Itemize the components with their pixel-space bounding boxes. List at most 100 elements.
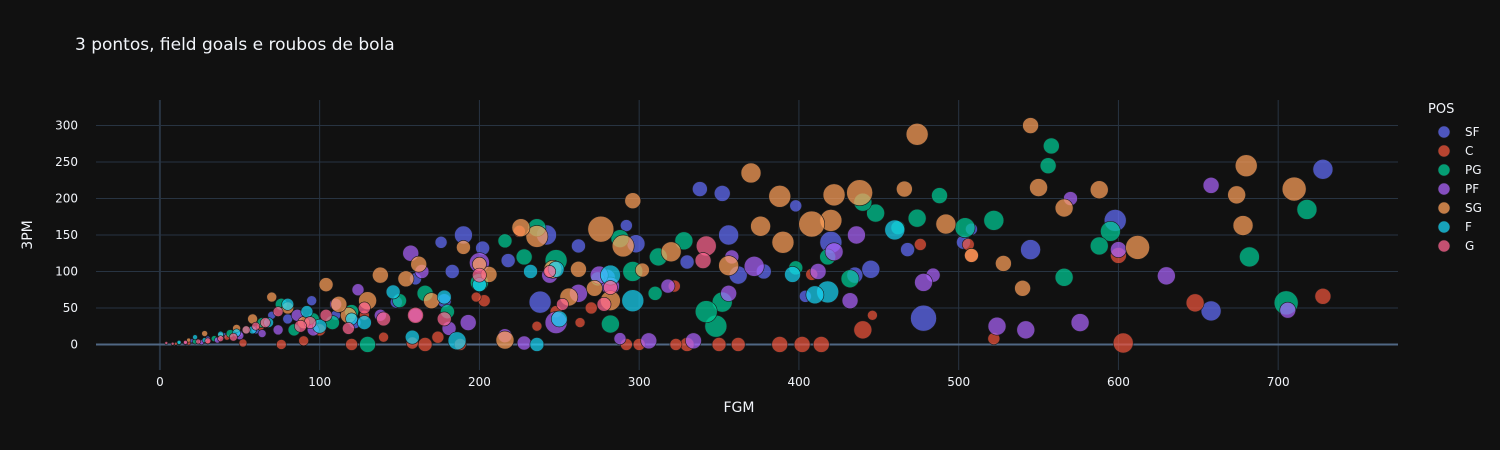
data-point[interactable] [694, 300, 718, 323]
data-point[interactable] [694, 252, 712, 269]
data-point[interactable] [685, 332, 702, 350]
data-point[interactable] [1296, 199, 1318, 220]
legend-item-sg[interactable]: SG [1437, 201, 1482, 215]
data-point[interactable] [164, 341, 169, 345]
data-point[interactable] [730, 337, 746, 352]
data-point[interactable] [511, 218, 531, 238]
data-point[interactable] [372, 266, 389, 284]
data-point[interactable] [905, 122, 929, 146]
data-point[interactable] [436, 289, 452, 305]
data-point[interactable] [853, 320, 873, 340]
data-point[interactable] [809, 263, 827, 280]
data-point[interactable] [1202, 177, 1220, 194]
data-point[interactable] [543, 265, 557, 278]
data-point[interactable] [281, 298, 295, 311]
data-point[interactable] [822, 183, 846, 207]
data-point[interactable] [472, 267, 487, 283]
data-point[interactable] [444, 264, 460, 279]
data-point[interactable] [620, 219, 633, 232]
data-point[interactable] [470, 291, 482, 303]
data-point[interactable] [515, 248, 533, 266]
data-point[interactable] [1043, 137, 1060, 155]
data-point[interactable] [300, 305, 314, 318]
data-point[interactable] [357, 315, 372, 330]
data-point[interactable] [342, 322, 355, 335]
data-point[interactable] [266, 291, 278, 303]
data-point[interactable] [170, 341, 175, 346]
data-point[interactable] [931, 187, 948, 204]
legend-item-g[interactable]: G [1437, 239, 1474, 253]
data-point[interactable] [1232, 215, 1254, 236]
data-point[interactable] [358, 301, 371, 315]
plot-area[interactable] [164, 117, 1334, 354]
data-point[interactable] [1281, 176, 1307, 202]
data-point[interactable] [711, 337, 727, 352]
data-point[interactable] [954, 217, 976, 239]
data-point[interactable] [183, 339, 188, 345]
data-point[interactable] [718, 224, 739, 246]
data-point[interactable] [376, 311, 391, 327]
data-point[interactable] [718, 255, 739, 276]
data-point[interactable] [359, 336, 376, 353]
data-point[interactable] [660, 241, 682, 263]
data-point[interactable] [784, 266, 801, 283]
data-point[interactable] [1125, 235, 1150, 260]
data-point[interactable] [272, 306, 284, 317]
data-point[interactable] [601, 314, 620, 334]
data-point[interactable] [516, 335, 532, 351]
data-point[interactable] [640, 332, 658, 350]
data-point[interactable] [272, 324, 284, 336]
data-point[interactable] [345, 338, 358, 351]
data-point[interactable] [319, 308, 333, 322]
data-point[interactable] [574, 317, 586, 328]
data-point[interactable] [251, 321, 261, 331]
data-point[interactable] [447, 331, 467, 351]
data-point[interactable] [884, 219, 906, 241]
data-point[interactable] [846, 179, 873, 206]
data-point[interactable] [431, 330, 445, 344]
data-point[interactable] [669, 338, 683, 351]
data-point[interactable] [1239, 246, 1260, 268]
data-point[interactable] [1014, 279, 1031, 297]
data-point[interactable] [1279, 301, 1297, 319]
data-point[interactable] [1112, 332, 1134, 354]
data-point[interactable] [679, 254, 695, 270]
data-point[interactable] [907, 208, 927, 228]
data-point[interactable] [229, 332, 238, 342]
legend-item-pg[interactable]: PG [1437, 163, 1482, 177]
data-point[interactable] [824, 242, 844, 262]
legend-item-sf[interactable]: SF [1437, 125, 1480, 139]
data-point[interactable] [987, 316, 1007, 336]
data-point[interactable] [385, 284, 401, 300]
data-point[interactable] [1312, 159, 1334, 180]
legend[interactable]: POS SF C PG PF SG FG [1428, 102, 1482, 253]
data-point[interactable] [798, 210, 826, 238]
data-point[interactable] [528, 290, 552, 314]
data-point[interactable] [584, 301, 598, 315]
series-g[interactable] [164, 235, 717, 346]
data-point[interactable] [603, 280, 618, 295]
data-point[interactable] [1234, 154, 1258, 177]
data-point[interactable] [1110, 241, 1127, 258]
data-point[interactable] [847, 225, 866, 245]
data-point[interactable] [204, 337, 212, 345]
data-point[interactable] [436, 311, 452, 327]
data-point[interactable] [771, 336, 789, 353]
data-point[interactable] [840, 269, 860, 289]
data-point[interactable] [1089, 236, 1109, 256]
data-point[interactable] [550, 310, 568, 328]
data-point[interactable] [525, 225, 549, 248]
data-point[interactable] [330, 296, 348, 313]
data-point[interactable] [523, 264, 538, 279]
data-point[interactable] [417, 337, 433, 352]
data-point[interactable] [217, 335, 224, 342]
data-point[interactable] [866, 203, 885, 223]
data-point[interactable] [570, 260, 587, 278]
data-point[interactable] [410, 255, 428, 273]
data-point[interactable] [624, 192, 642, 210]
legend-item-pf[interactable]: PF [1437, 182, 1479, 196]
data-point[interactable] [964, 248, 979, 263]
legend-item-c[interactable]: C [1437, 144, 1473, 158]
data-point[interactable] [914, 273, 933, 292]
data-point[interactable] [306, 295, 317, 306]
